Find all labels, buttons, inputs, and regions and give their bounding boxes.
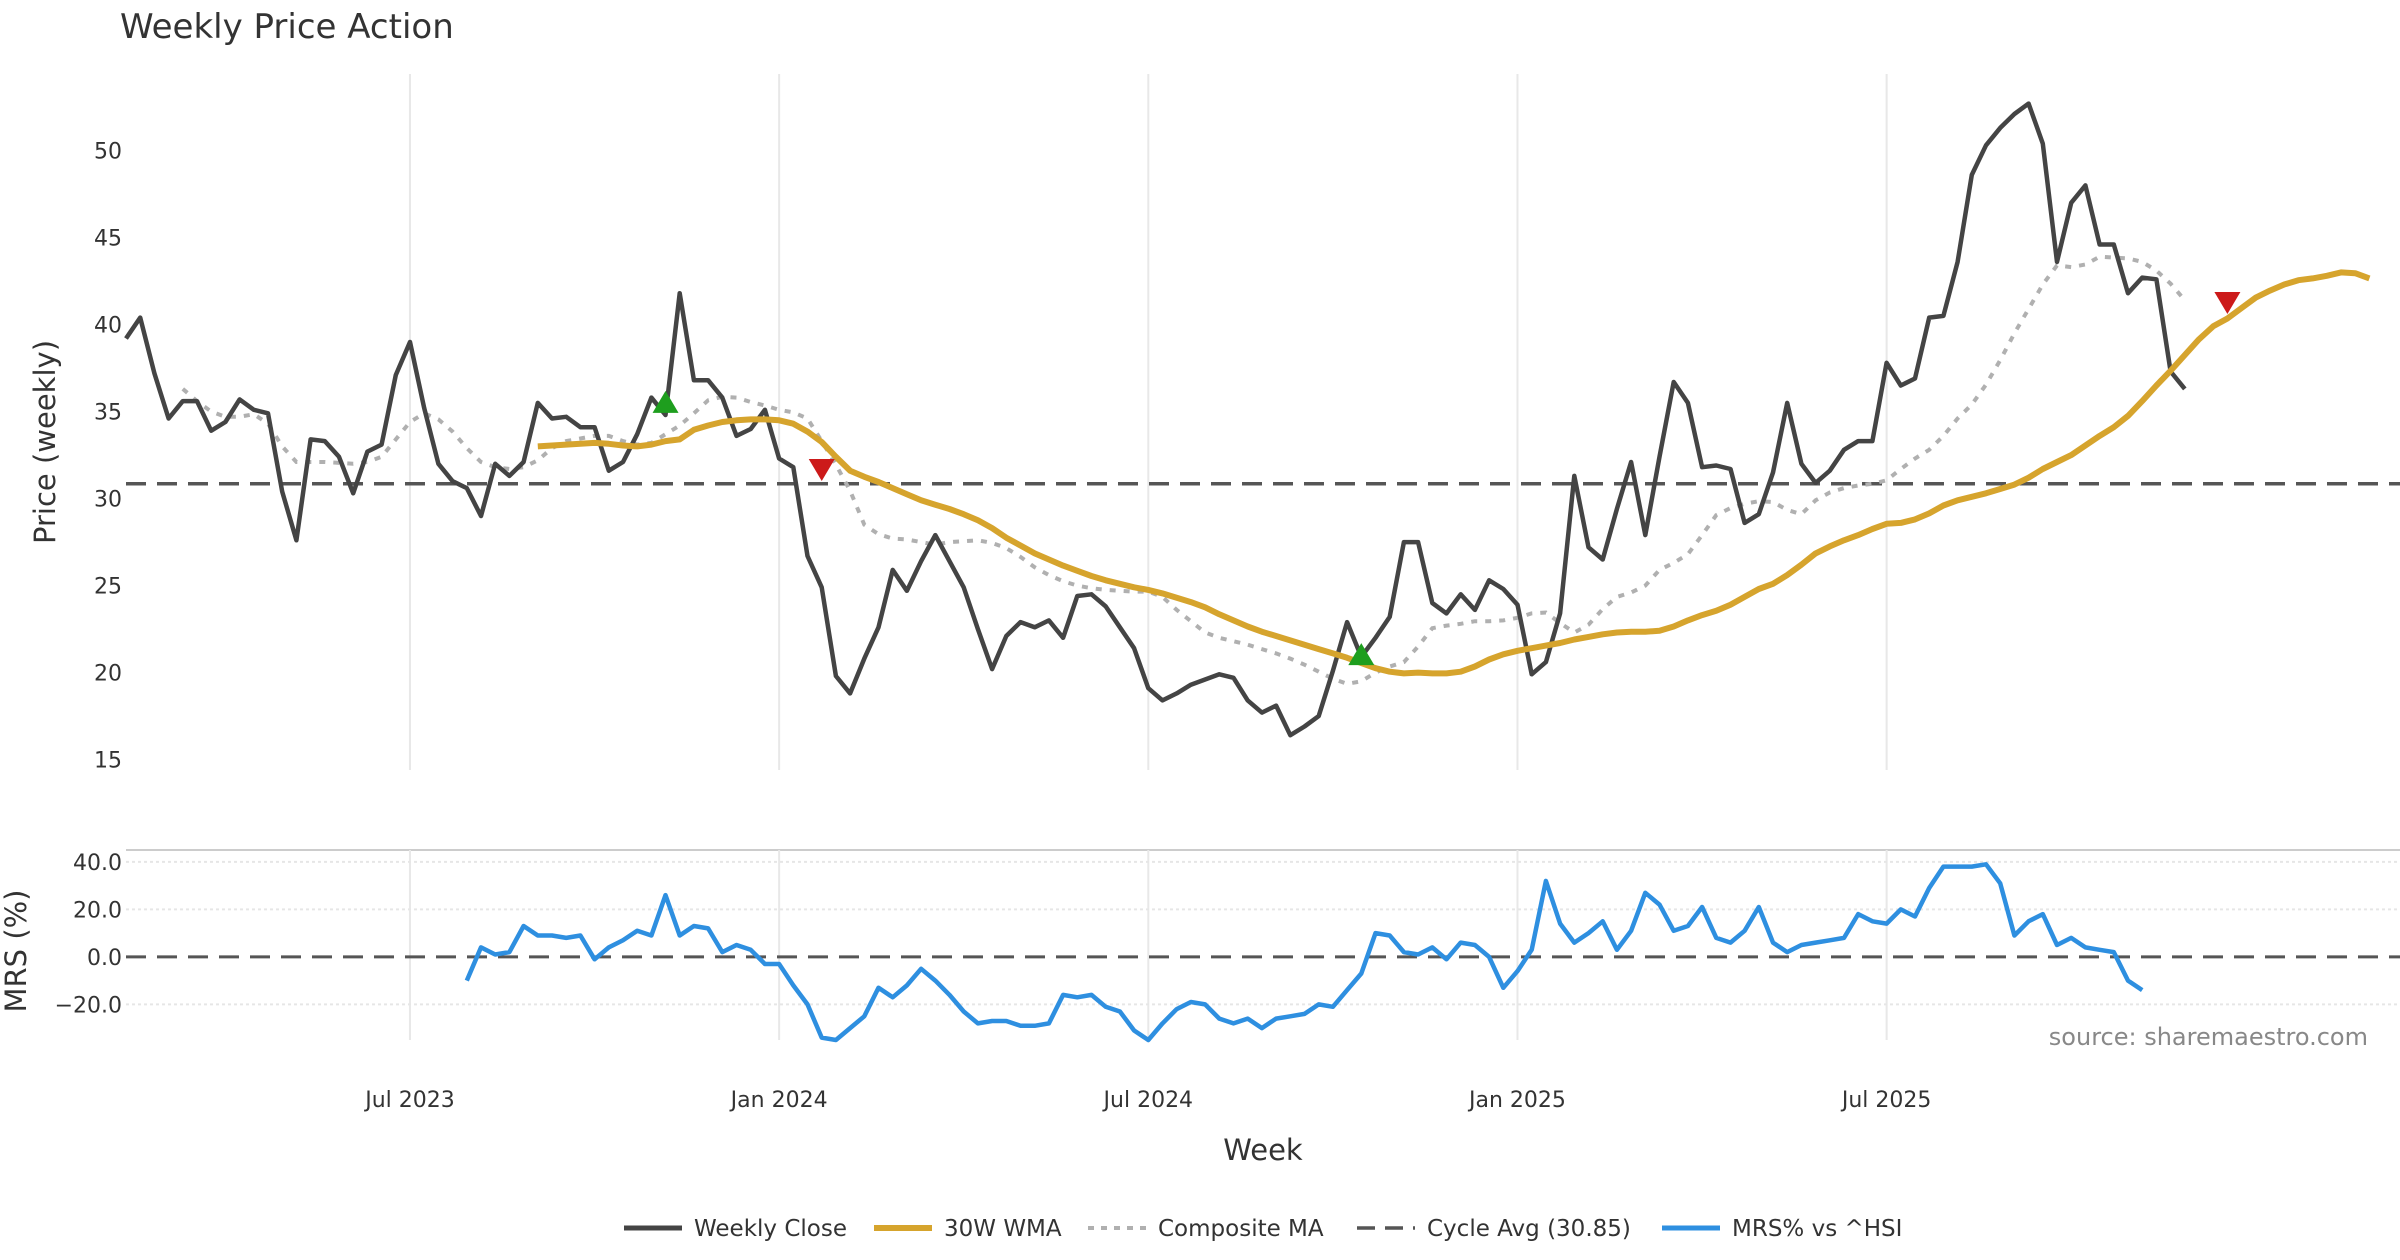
legend-label: Cycle Avg (30.85)	[1427, 1216, 1631, 1242]
x-tick-label: Jul 2025	[1840, 1088, 1932, 1113]
mrs-y-ticks: 40.0 20.0 0.0 −20.0	[55, 851, 122, 1019]
mrs-line	[464, 862, 2144, 1043]
price-panel: 15 20 25 30 35 40 45 50 Price (weekly)	[28, 74, 2400, 774]
price-y-tick-label: 15	[94, 749, 122, 774]
mrs-y-tick-label: −20.0	[55, 993, 122, 1018]
mrs-y-tick-label: 0.0	[87, 946, 122, 971]
legend-label: Weekly Close	[694, 1216, 847, 1242]
sell-signal-marker	[2214, 291, 2241, 314]
weekly-close-line	[124, 101, 2187, 738]
x-tick-label: Jan 2024	[729, 1088, 828, 1113]
wma-30w-line	[537, 269, 2371, 677]
x-tick-label: Jan 2025	[1467, 1088, 1566, 1113]
price-y-tick-label: 50	[94, 140, 122, 165]
composite-ma-line	[181, 254, 2187, 686]
buy-signal-marker	[1348, 643, 1375, 666]
price-gridlines	[408, 74, 1888, 770]
legend-label: MRS% vs ^HSI	[1732, 1216, 1902, 1242]
x-axis-ticks: Jul 2023 Jan 2024 Jul 2024 Jan 2025 Jul 2025	[363, 1088, 1931, 1113]
x-tick-label: Jul 2024	[1102, 1088, 1194, 1113]
x-axis-title: Week	[1223, 1133, 1303, 1167]
price-y-tick-label: 25	[94, 575, 122, 600]
price-y-ticks: 15 20 25 30 35 40 45 50	[94, 140, 122, 774]
legend: Weekly Close 30W WMA Composite MA Cycle Avg…	[624, 1216, 1902, 1242]
mrs-gridlines	[126, 850, 2400, 1040]
price-y-tick-label: 30	[94, 488, 122, 513]
x-tick-label: Jul 2023	[363, 1088, 455, 1113]
price-y-tick-label: 45	[94, 227, 122, 252]
legend-label: 30W WMA	[944, 1216, 1062, 1242]
chart-title: Weekly Price Action	[120, 7, 454, 47]
price-y-tick-label: 40	[94, 314, 122, 339]
mrs-y-tick-label: 40.0	[73, 851, 122, 876]
signal-markers	[652, 291, 2241, 666]
buy-signal-marker	[652, 390, 679, 413]
price-y-axis-title: Price (weekly)	[28, 340, 62, 544]
mrs-y-axis-title: MRS (%)	[0, 890, 33, 1013]
legend-label: Composite MA	[1158, 1216, 1324, 1242]
mrs-y-tick-label: 20.0	[73, 898, 122, 923]
sell-signal-marker	[808, 458, 835, 481]
source-annotation: source: sharemaestro.com	[2049, 1023, 2368, 1051]
price-y-tick-label: 35	[94, 401, 122, 426]
mrs-panel: 40.0 20.0 0.0 −20.0 MRS (%) source: sharema…	[0, 849, 2400, 1051]
price-y-tick-label: 20	[94, 662, 122, 687]
